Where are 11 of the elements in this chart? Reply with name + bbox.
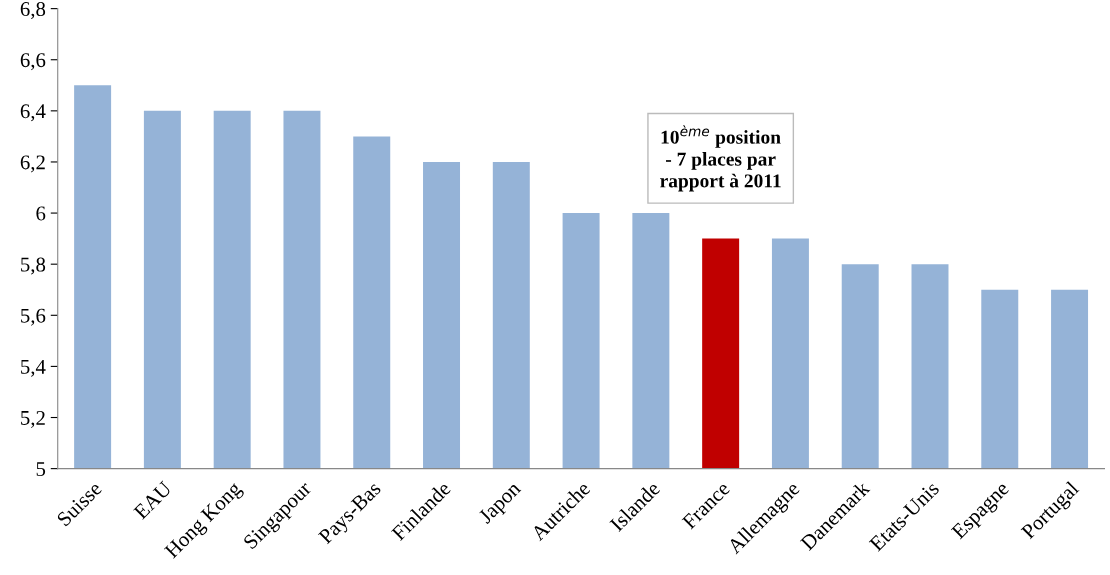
y-tick-label: 6,2 <box>20 155 45 173</box>
y-tick-label: 5,2 <box>21 410 45 428</box>
annotation: 10$^{ème}$ position - 7 places par rapport à 2011 <box>660 125 781 192</box>
y-tick-label: 6,6 <box>20 53 46 71</box>
y-tick-label: 6,4 <box>20 104 46 122</box>
y-tick-label: 5,6 <box>21 308 46 326</box>
y-tick-label: 5,8 <box>21 257 46 275</box>
y-tick-label: 6,8 <box>20 2 46 20</box>
y-tick-label: 5,4 <box>21 359 46 377</box>
y-tick-label: 6 <box>36 206 46 221</box>
y-tick-label: 5 <box>36 462 46 477</box>
